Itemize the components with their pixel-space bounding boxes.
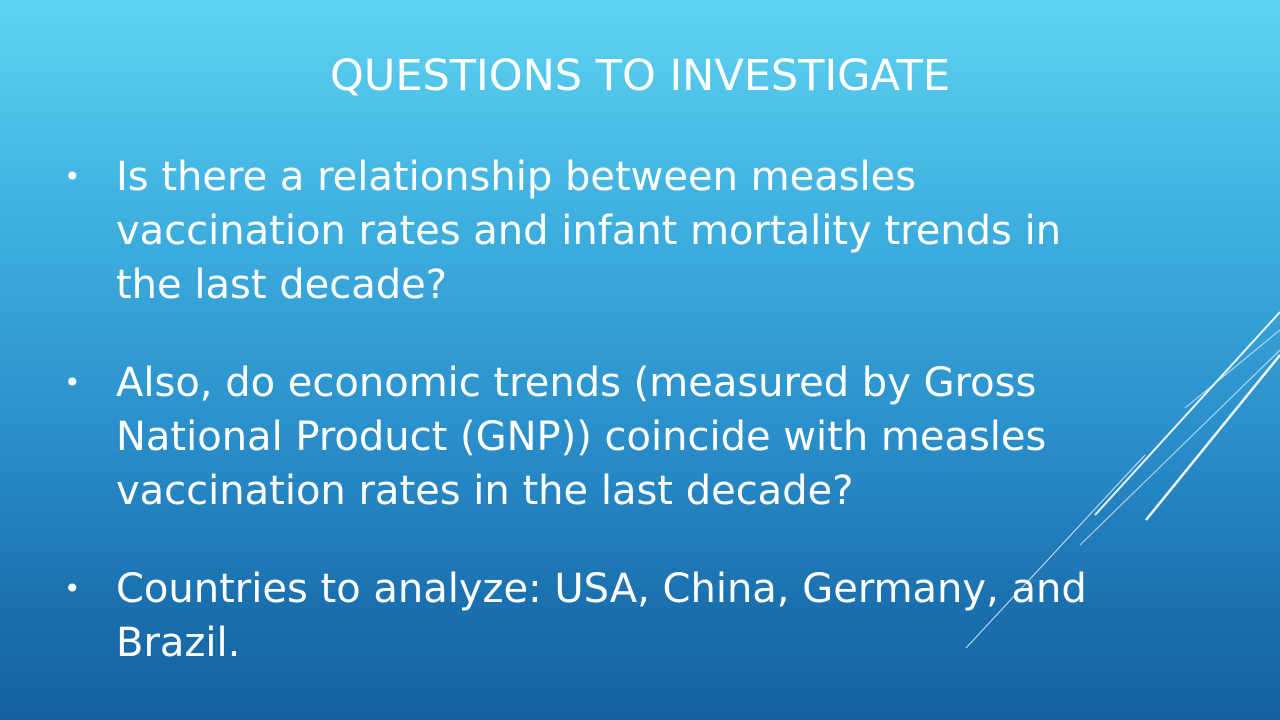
slide-title: QUESTIONS TO INVESTIGATE (330, 51, 950, 101)
bullet-item: • Countries to analyze: USA, China, Germ… (64, 562, 1124, 670)
bullet-item: • Is there a relationship between measle… (64, 150, 1124, 312)
bullet-text: Countries to analyze: USA, China, German… (116, 566, 1087, 666)
decor-line-2 (1145, 354, 1280, 521)
decor-line-4 (1079, 349, 1280, 546)
decor-line-3 (1184, 329, 1280, 409)
bullet-dot-icon: • (64, 160, 81, 193)
decor-line-1 (1094, 311, 1280, 516)
bullet-dot-icon: • (64, 572, 81, 605)
bullet-dot-icon: • (64, 366, 81, 399)
bullet-text: Also, do economic trends (measured by Gr… (116, 360, 1047, 514)
bullet-list: • Is there a relationship between measle… (64, 150, 1124, 714)
decor-line-5 (965, 454, 1146, 649)
bullet-text: Is there a relationship between measles … (116, 154, 1062, 308)
bullet-item: • Also, do economic trends (measured by … (64, 356, 1124, 518)
